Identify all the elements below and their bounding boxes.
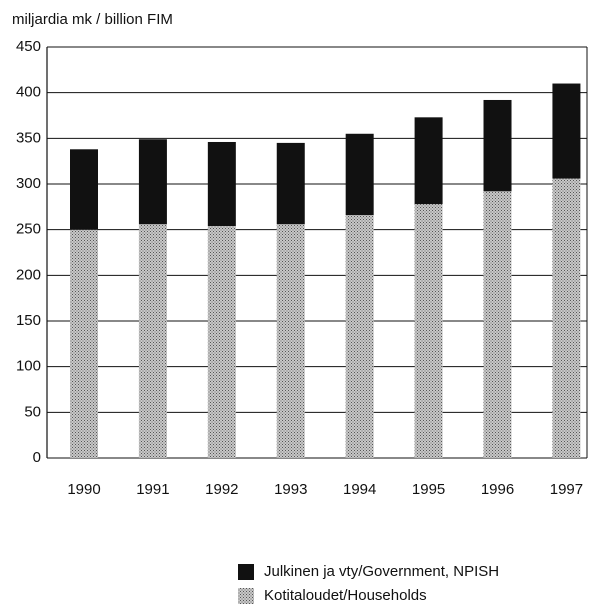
bar-segment <box>414 117 443 205</box>
bar-segment <box>276 224 305 458</box>
x-tick-label: 1991 <box>136 481 169 498</box>
y-tick-label: 200 <box>16 266 41 283</box>
legend-swatch <box>238 588 254 604</box>
y-tick-label: 400 <box>16 84 41 101</box>
bar-segment <box>138 224 167 458</box>
bar-segment <box>483 99 512 192</box>
y-tick-label: 350 <box>16 129 41 146</box>
y-tick-label: 50 <box>24 403 41 420</box>
x-tick-label: 1995 <box>412 481 445 498</box>
bar-segment <box>207 226 236 458</box>
x-tick-label: 1992 <box>205 481 238 498</box>
x-tick-label: 1993 <box>274 481 307 498</box>
y-axis-label: miljardia mk / billion FIM <box>12 11 173 28</box>
bar-segment <box>70 229 98 458</box>
legend-swatch <box>238 564 254 580</box>
x-tick-label: 1996 <box>481 481 514 498</box>
y-tick-label: 250 <box>16 221 41 238</box>
x-tick-label: 1994 <box>343 481 376 498</box>
y-tick-label: 450 <box>16 38 41 55</box>
bar-segment <box>552 83 581 179</box>
y-tick-label: 100 <box>16 358 41 375</box>
legend-label: Julkinen ja vty/Government, NPISH <box>264 563 499 580</box>
bar-segment <box>552 178 581 458</box>
bar-segment <box>345 133 374 216</box>
bar-segment <box>483 191 512 458</box>
bar-segment <box>138 139 167 225</box>
x-tick-label: 1990 <box>67 481 100 498</box>
bar-segment <box>207 141 236 227</box>
bar-segment <box>345 215 374 458</box>
bar-segment <box>276 142 305 225</box>
y-tick-label: 150 <box>16 312 41 329</box>
x-tick-label: 1997 <box>550 481 583 498</box>
legend-label: Kotitaloudet/Households <box>264 587 427 604</box>
y-tick-label: 300 <box>16 175 41 192</box>
bar-segment <box>414 204 443 458</box>
bar-segment <box>70 149 98 230</box>
y-tick-label: 0 <box>33 449 41 466</box>
